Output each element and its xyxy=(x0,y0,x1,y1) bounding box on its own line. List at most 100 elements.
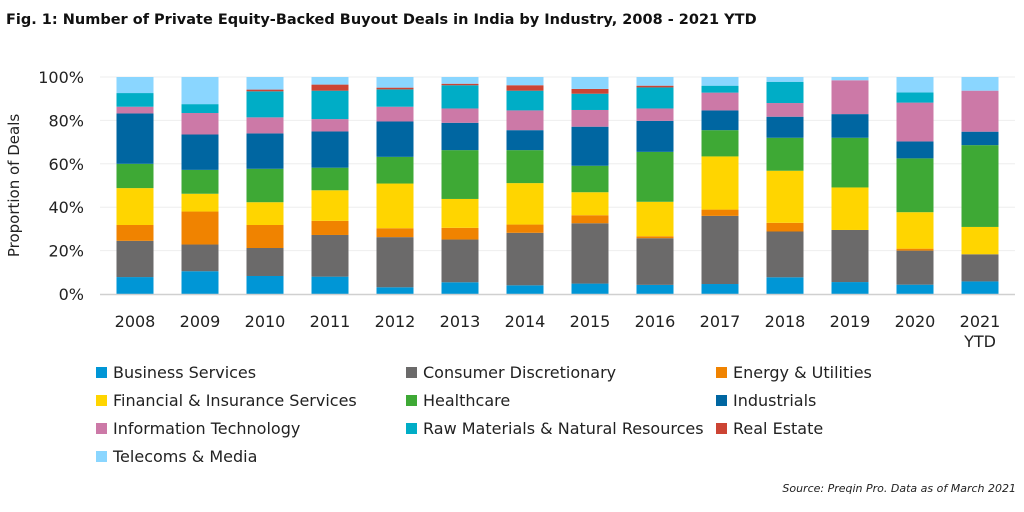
chart-title: Fig. 1: Number of Private Equity-Backed … xyxy=(6,12,757,28)
bar-segment xyxy=(701,85,739,93)
bar-segment xyxy=(116,77,154,94)
y-tick-label: 0% xyxy=(59,285,84,304)
bar-segment xyxy=(831,229,869,283)
x-tick-label: 2019 xyxy=(830,312,871,331)
bar-segment xyxy=(571,223,609,284)
bar-segment xyxy=(961,226,999,255)
bar-segment xyxy=(571,88,609,94)
bar-segment xyxy=(831,114,869,138)
bar-segment xyxy=(116,106,154,114)
bar-segment xyxy=(571,126,609,166)
bar-segment xyxy=(441,198,479,228)
bar-segment xyxy=(831,77,869,81)
legend-item: Raw Materials & Natural Resources xyxy=(406,418,716,438)
x-tick-label: 2008 xyxy=(115,312,156,331)
bar-segment xyxy=(181,244,219,272)
bar-segment xyxy=(896,284,934,294)
bar-segment xyxy=(636,284,674,294)
bar-segment xyxy=(181,169,219,194)
y-tick-label: 100% xyxy=(38,68,84,87)
bar-segment xyxy=(441,282,479,294)
x-tick-label: 2012 xyxy=(375,312,416,331)
bar-segment xyxy=(246,247,284,276)
bar-segment xyxy=(311,90,349,120)
bar-segment xyxy=(571,165,609,193)
bar-segment xyxy=(181,193,219,212)
bar-segment xyxy=(571,215,609,224)
bar-segment xyxy=(246,275,284,294)
bar-segment xyxy=(116,224,154,241)
bar-segment xyxy=(506,85,544,91)
source-note: Source: Preqin Pro. Data as of March 202… xyxy=(782,482,1016,495)
bar-segment xyxy=(896,212,934,249)
legend-swatch xyxy=(716,366,727,378)
x-tick-label: 2016 xyxy=(635,312,676,331)
bar-segment xyxy=(636,151,674,202)
bar-segment xyxy=(506,232,544,286)
bar-segment xyxy=(116,188,154,225)
bar-segment xyxy=(376,89,414,107)
bar-segment xyxy=(896,158,934,213)
bar-segment xyxy=(376,237,414,288)
bar-segment xyxy=(506,110,544,131)
bar-segment xyxy=(896,250,934,285)
legend-swatch xyxy=(96,366,107,378)
bar-segment xyxy=(766,116,804,138)
bar-segment xyxy=(181,211,219,245)
legend-item: Healthcare xyxy=(406,390,716,410)
bar-segment xyxy=(376,287,414,294)
legend-swatch xyxy=(406,366,417,378)
bar-segment xyxy=(896,248,934,251)
bar-segment xyxy=(961,281,999,294)
x-tick-label: 2018 xyxy=(765,312,806,331)
bar-segment xyxy=(441,85,479,109)
x-tick-label: 2020 xyxy=(895,312,936,331)
legend-item: Energy & Utilities xyxy=(716,362,996,382)
bar-segment xyxy=(701,209,739,216)
y-tick-label: 20% xyxy=(48,242,84,261)
bar-segment xyxy=(181,77,219,105)
bar-segment xyxy=(766,231,804,278)
bar-segment xyxy=(441,77,479,84)
legend-swatch xyxy=(716,422,727,434)
x-tick-label: 2015 xyxy=(570,312,611,331)
bar-segment xyxy=(961,254,999,282)
bar-segment xyxy=(766,81,804,104)
bar-segment xyxy=(311,84,349,91)
bar-segment xyxy=(376,183,414,229)
x-tick-label: 2021 xyxy=(960,312,1001,331)
x-tick-label: 2013 xyxy=(440,312,481,331)
y-tick-label: 80% xyxy=(48,111,84,130)
bar-segment xyxy=(766,103,804,117)
legend-label: Raw Materials & Natural Resources xyxy=(423,418,704,438)
bar-segment xyxy=(896,92,934,103)
legend-item: Real Estate xyxy=(716,418,996,438)
bar-segment xyxy=(961,145,999,227)
bar-segment xyxy=(116,113,154,164)
bar-segment xyxy=(701,215,739,285)
x-tick-label: YTD xyxy=(963,332,996,351)
legend: Business Services Consumer Discretionary E… xyxy=(96,362,996,466)
bar-segment xyxy=(636,201,674,237)
bar-segment xyxy=(701,284,739,294)
legend-swatch xyxy=(96,450,107,462)
bar-segment xyxy=(571,283,609,294)
y-axis-label: Proportion of Deals xyxy=(5,114,23,258)
bar-segment xyxy=(701,77,739,86)
bar-segment xyxy=(766,137,804,171)
bar-segment xyxy=(376,87,414,90)
legend-label: Financial & Insurance Services xyxy=(113,390,357,410)
legend-item: Information Technology xyxy=(96,418,406,438)
bar-segment xyxy=(636,120,674,152)
bar-segment xyxy=(376,156,414,184)
legend-swatch xyxy=(96,422,107,434)
bar-segment xyxy=(116,277,154,294)
bar-segment xyxy=(246,202,284,225)
legend-item: Business Services xyxy=(96,362,406,382)
bar-segment xyxy=(376,121,414,157)
bar-segment xyxy=(766,277,804,294)
bar-segment xyxy=(311,276,349,294)
bar-segment xyxy=(181,134,219,170)
x-tick-label: 2017 xyxy=(700,312,741,331)
bar-segment xyxy=(701,156,739,210)
